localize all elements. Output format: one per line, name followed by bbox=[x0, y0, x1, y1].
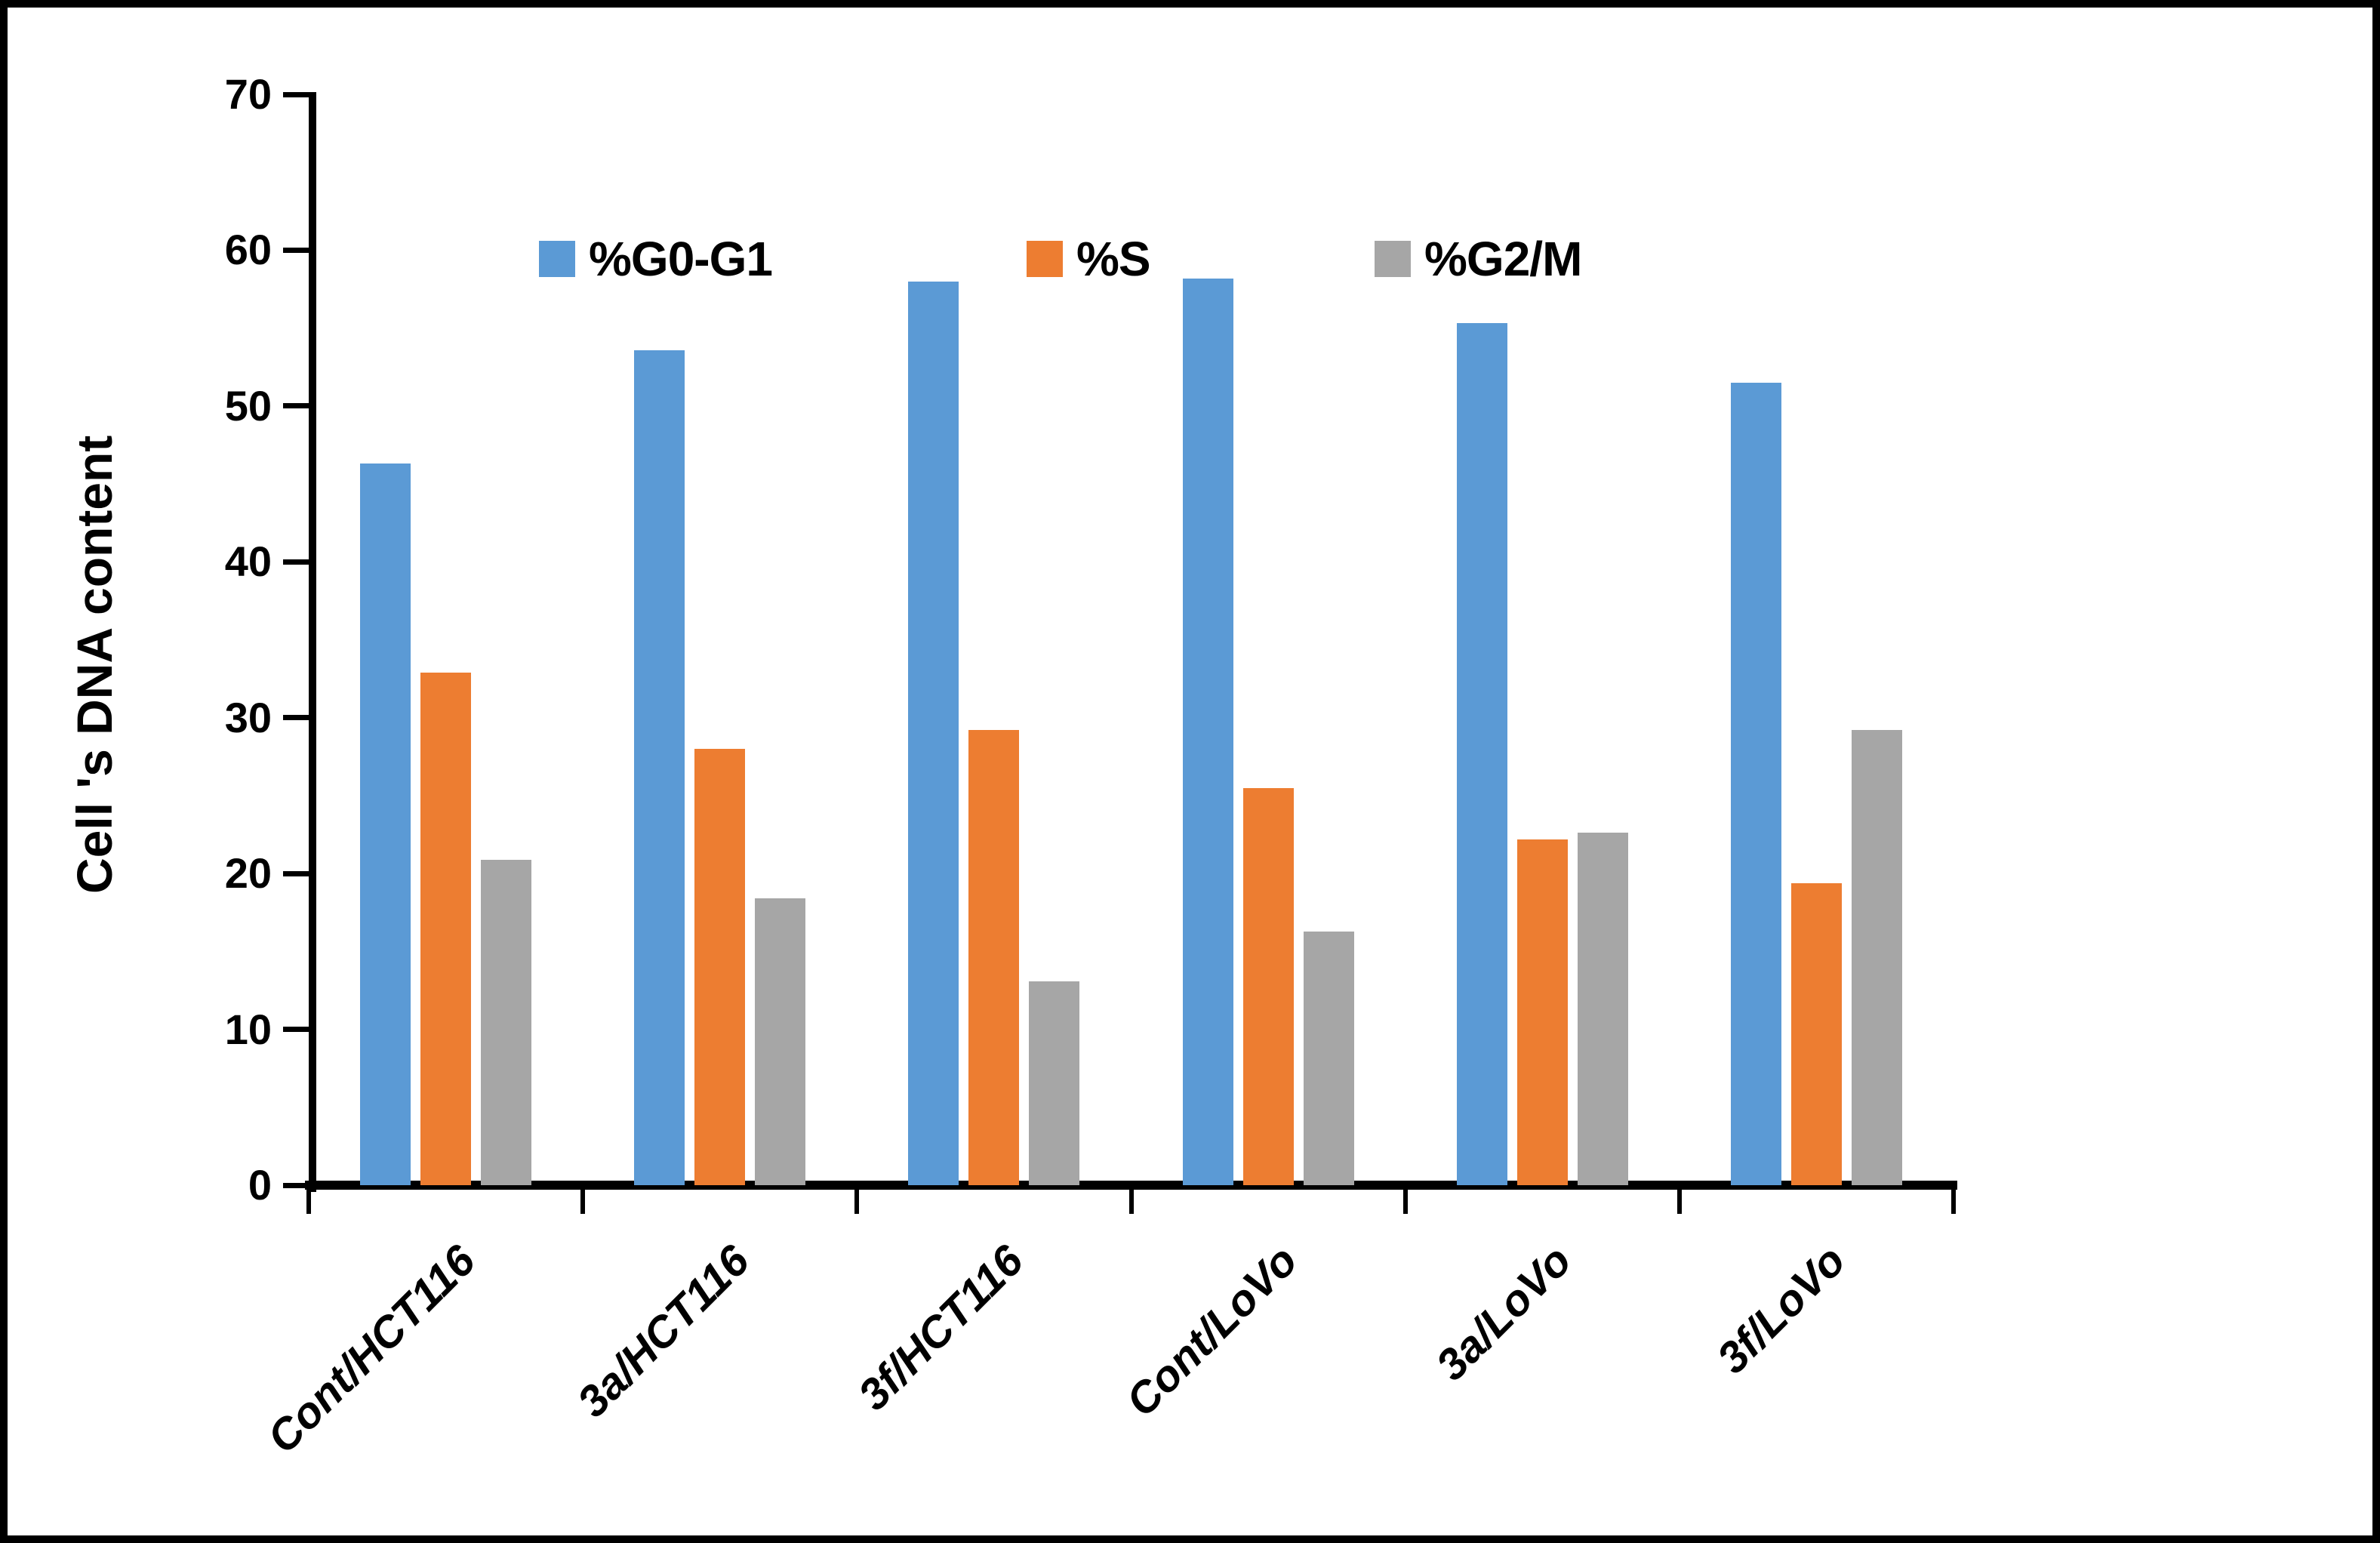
y-axis-tick bbox=[283, 559, 309, 565]
legend-label: %G2/M bbox=[1424, 232, 1582, 286]
bar-s-3ahct116 bbox=[694, 749, 746, 1185]
x-axis-tick bbox=[1128, 1188, 1134, 1214]
bar-g2m-conthct116 bbox=[481, 859, 532, 1185]
bar-g0g1-3ahct116 bbox=[634, 350, 685, 1185]
bar-g2m-3alovo bbox=[1577, 833, 1628, 1185]
bar-g0g1-contlovo bbox=[1182, 278, 1233, 1185]
legend-item: %G0-G1 bbox=[539, 231, 773, 287]
x-axis-tick bbox=[580, 1188, 586, 1214]
y-axis-tick bbox=[283, 247, 309, 253]
x-axis-tick bbox=[854, 1188, 860, 1214]
y-tick-label: 50 bbox=[224, 381, 272, 430]
x-axis-tick bbox=[306, 1188, 311, 1214]
y-tick-label: 70 bbox=[224, 70, 272, 118]
legend-item: %G2/M bbox=[1375, 231, 1582, 287]
x-category-label: Cont/HCT116 bbox=[257, 1236, 485, 1463]
legend-swatch-s bbox=[1027, 241, 1063, 277]
y-tick-label: 20 bbox=[224, 849, 272, 898]
y-tick-label: 30 bbox=[224, 693, 272, 741]
bar-g2m-3flovo bbox=[1851, 730, 1902, 1185]
bar-s-3fhct116 bbox=[968, 730, 1020, 1185]
bar-g0g1-3alovo bbox=[1456, 323, 1507, 1185]
bar-g0g1-conthct116 bbox=[360, 464, 411, 1185]
y-axis-tick bbox=[283, 1027, 309, 1033]
bar-g2m-3fhct116 bbox=[1029, 981, 1080, 1185]
x-axis-tick bbox=[1951, 1188, 1956, 1214]
y-tick-label: 60 bbox=[224, 226, 272, 274]
y-tick-label: 40 bbox=[224, 537, 272, 586]
legend-swatch-g2m bbox=[1375, 241, 1411, 277]
bar-g0g1-3fhct116 bbox=[908, 281, 959, 1185]
x-axis-tick bbox=[1676, 1188, 1682, 1214]
bar-s-contlovo bbox=[1242, 787, 1294, 1185]
y-tick-label: 10 bbox=[224, 1005, 272, 1053]
y-axis-tick bbox=[283, 91, 309, 97]
legend-item: %S bbox=[1027, 231, 1151, 287]
y-axis-tick bbox=[283, 1182, 309, 1188]
bar-s-3alovo bbox=[1516, 839, 1568, 1185]
legend-swatch-g0g1 bbox=[539, 241, 575, 277]
y-axis-tick bbox=[283, 870, 309, 876]
bar-g2m-3ahct116 bbox=[755, 898, 806, 1185]
y-axis-tick bbox=[283, 715, 309, 721]
x-axis-tick bbox=[1402, 1188, 1408, 1214]
legend-label: %S bbox=[1076, 232, 1151, 286]
y-axis-line bbox=[309, 92, 316, 1192]
legend-label: %G0-G1 bbox=[589, 232, 773, 286]
bar-g0g1-3flovo bbox=[1730, 382, 1781, 1185]
y-tick-label: 0 bbox=[248, 1161, 272, 1209]
bar-g2m-contlovo bbox=[1303, 931, 1354, 1185]
bar-s-3flovo bbox=[1790, 882, 1842, 1185]
y-axis-tick bbox=[283, 403, 309, 409]
y-axis-title: Cell 's DNA content bbox=[66, 435, 122, 894]
bar-s-conthct116 bbox=[420, 672, 472, 1185]
